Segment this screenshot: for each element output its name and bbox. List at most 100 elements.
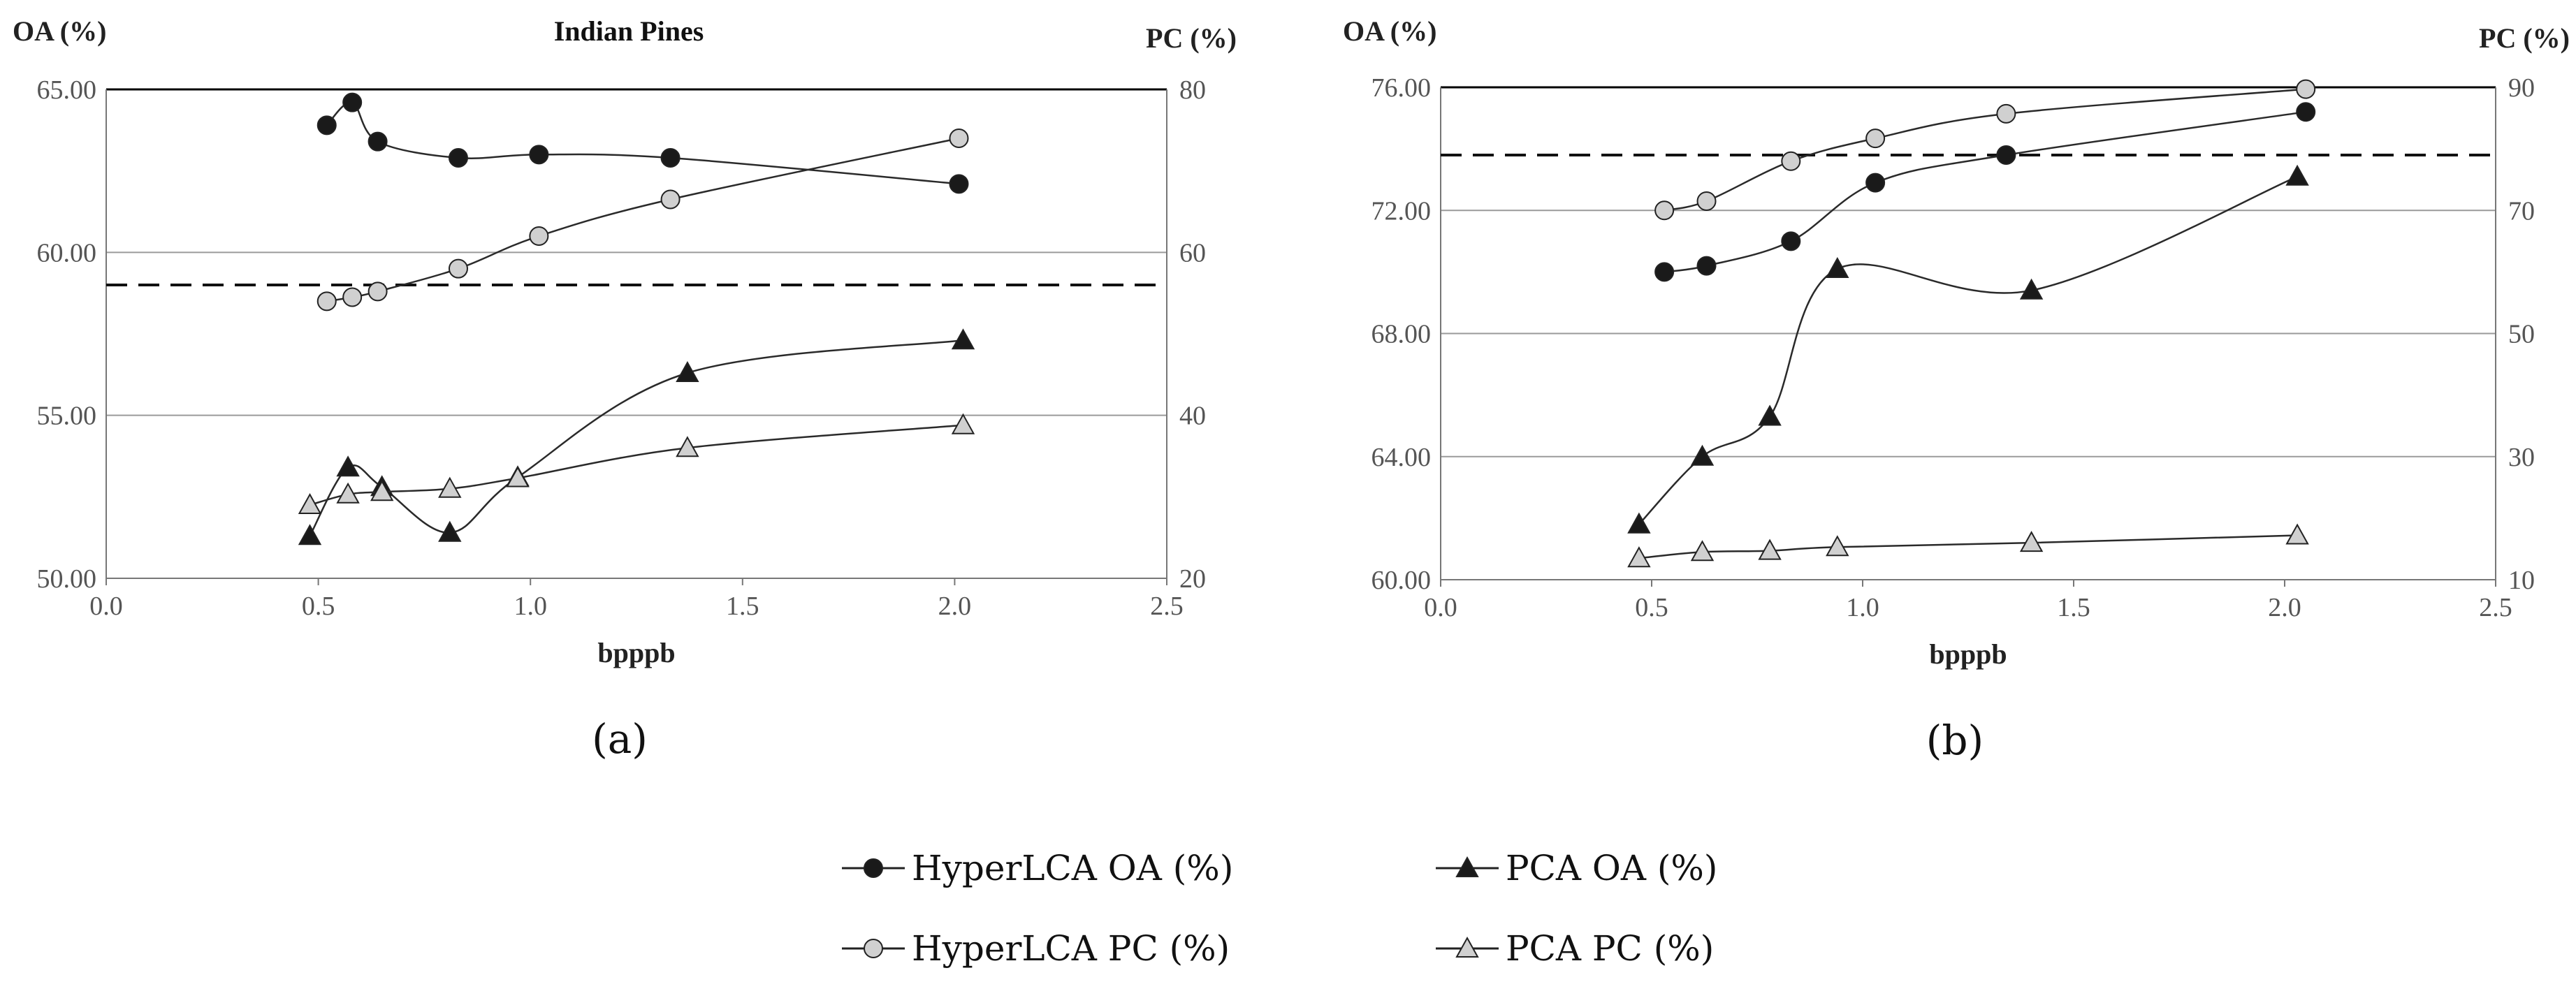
data-point	[676, 360, 699, 382]
data-point	[506, 466, 530, 488]
legend-label: HyperLCA OA (%)	[912, 848, 1233, 888]
data-point	[1758, 404, 1782, 426]
x-tick-label: 1.0	[514, 592, 547, 621]
data-point	[1654, 262, 1675, 282]
y-tick-label: 65.00	[37, 75, 97, 105]
data-point	[2285, 523, 2309, 545]
series-line	[309, 339, 963, 536]
data-point	[342, 92, 363, 112]
data-point	[316, 115, 337, 135]
data-point	[298, 492, 322, 514]
series-line	[1664, 88, 2306, 212]
x-tick-label: 0.5	[302, 592, 335, 621]
y-tick-label: 55.00	[37, 402, 97, 431]
data-point	[660, 189, 681, 210]
y-axis-title: OA (%)	[1343, 15, 1436, 47]
data-point	[438, 476, 462, 498]
data-point	[1627, 546, 1651, 568]
x-tick-label: 1.5	[726, 592, 759, 621]
data-point	[1690, 444, 1715, 466]
x-tick-label: 2.5	[2479, 593, 2512, 622]
data-point	[2019, 278, 2044, 300]
data-point	[1781, 231, 1801, 251]
data-point	[342, 287, 363, 307]
x-tick-label: 2.0	[938, 592, 972, 621]
x-tick-label: 0.5	[1635, 593, 1668, 622]
y-tick-label: 50.00	[37, 564, 97, 594]
data-point	[2296, 102, 2316, 122]
x-tick-label: 2.0	[2268, 593, 2301, 622]
data-point	[370, 480, 394, 501]
legend-marker	[864, 858, 883, 878]
series-line	[310, 424, 963, 506]
series-line	[326, 137, 959, 302]
y-axis-title: OA (%)	[13, 15, 106, 47]
data-point	[1758, 538, 1782, 560]
y2-axis-title: PC (%)	[2479, 22, 2570, 54]
series-line	[1664, 110, 2306, 273]
data-point	[676, 436, 699, 457]
legend-marker	[1455, 936, 1479, 958]
data-point	[298, 524, 322, 545]
legend-marker	[864, 939, 883, 958]
panel-label: (b)	[1926, 717, 1984, 764]
y2-tick-label: 90	[2508, 73, 2535, 103]
data-point	[1826, 535, 1849, 557]
data-point	[1654, 200, 1675, 221]
data-point	[1865, 129, 1886, 149]
data-point	[1627, 512, 1651, 534]
data-point	[448, 148, 468, 168]
data-point	[529, 145, 549, 165]
data-point	[336, 482, 360, 504]
data-point	[1781, 151, 1801, 171]
series-line	[326, 101, 959, 185]
data-point	[1690, 540, 1715, 562]
x-tick-label: 2.5	[1150, 592, 1184, 621]
y-tick-label: 72.00	[1371, 196, 1432, 226]
data-point	[2296, 79, 2316, 99]
data-point	[529, 226, 549, 246]
y-tick-label: 68.00	[1371, 320, 1432, 349]
chart-panel-b: 60.00 64.00 68.00 72.00 76.00 10 30 50 70 90 0.0 0.…	[1343, 15, 2570, 764]
x-tick-label: 0.0	[1424, 593, 1457, 622]
data-point	[2019, 531, 2044, 552]
data-point	[1696, 191, 1717, 212]
y-tick-label: 60.00	[1371, 566, 1432, 595]
data-point	[368, 131, 388, 152]
series-line	[1638, 175, 2298, 525]
data-point	[949, 174, 969, 194]
data-point	[951, 328, 975, 350]
panel-label: (a)	[592, 715, 648, 763]
x-axis-title: bpppb	[597, 637, 675, 668]
y-tick-label: 64.00	[1371, 443, 1432, 472]
data-point	[951, 413, 975, 434]
data-point	[336, 455, 360, 477]
y2-tick-label: 30	[2508, 443, 2535, 472]
y2-tick-label: 40	[1179, 402, 1206, 431]
data-point	[1826, 256, 1849, 278]
data-point	[368, 281, 388, 302]
data-point	[949, 129, 969, 148]
x-axis-title: bpppb	[1929, 638, 2007, 670]
y-tick-label: 76.00	[1371, 73, 1432, 103]
x-tick-label: 1.5	[2057, 593, 2090, 622]
data-point	[1865, 173, 1886, 193]
legend-label: PCA PC (%)	[1506, 928, 1714, 969]
x-tick-label: 1.0	[1846, 593, 1879, 622]
x-tick-label: 0.0	[89, 592, 123, 621]
chart-title: Indian Pines	[554, 15, 704, 47]
y2-tick-label: 80	[1179, 75, 1206, 105]
data-point	[1996, 145, 2016, 165]
legend-label: HyperLCA PC (%)	[912, 928, 1230, 969]
data-point	[1996, 103, 2016, 124]
data-point	[316, 291, 337, 312]
data-point	[1696, 256, 1717, 276]
data-point	[448, 258, 468, 279]
data-point	[2285, 164, 2309, 186]
y2-tick-label: 60	[1179, 238, 1206, 268]
data-point	[660, 148, 681, 168]
y-tick-label: 60.00	[37, 238, 97, 268]
y2-tick-label: 70	[2508, 196, 2535, 226]
chart-panel-a: 50.00 55.00 60.00 65.00 20 40 60 80 0.0 0.5 1.0 1.5…	[13, 15, 1237, 763]
